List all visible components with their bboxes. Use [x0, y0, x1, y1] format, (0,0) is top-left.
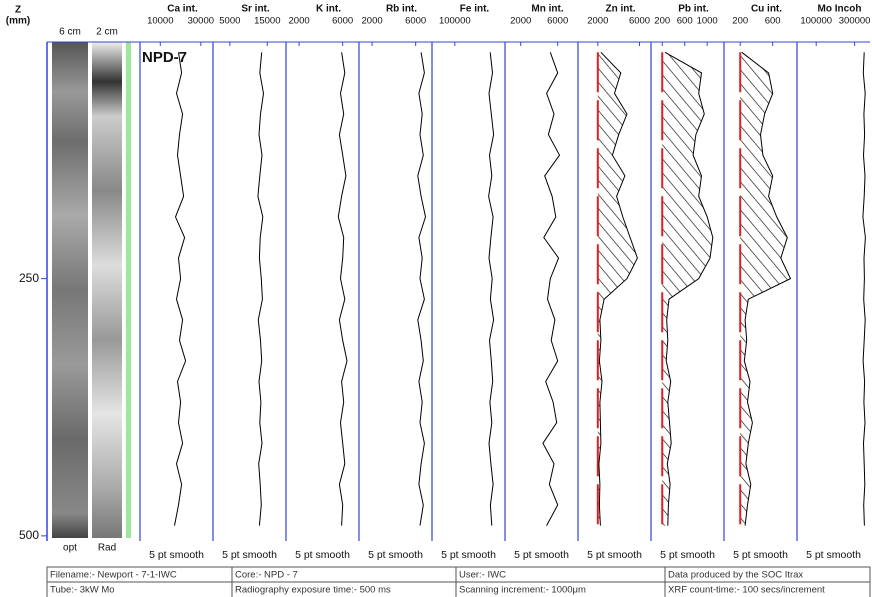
scan-bar: [126, 42, 131, 538]
footer-cell: Tube:- 3kW Mo: [50, 585, 115, 596]
x-tick-label: 2000: [587, 16, 608, 27]
footer-cell: Data produced by the SOC Itrax: [668, 570, 803, 581]
image-label: Rad: [98, 543, 116, 554]
data-line: [174, 52, 187, 526]
panel-title: Zn int.: [606, 4, 636, 15]
scale-label: 6 cm: [59, 27, 81, 38]
x-tick-label: 200: [732, 16, 748, 27]
x-tick-label: 600: [677, 16, 693, 27]
panel-title: Rb int.: [386, 4, 417, 15]
depth-tick-label: 500: [19, 528, 39, 542]
x-tick-label: 1000: [697, 16, 718, 27]
panel-title: Cu int.: [751, 4, 782, 15]
x-tick-label: 5000: [219, 16, 240, 27]
data-line: [664, 51, 714, 526]
panel-note: 5 pt smooth: [368, 549, 423, 561]
x-tick-label: 15000: [254, 16, 280, 27]
data-line: [862, 52, 866, 526]
panel-title: Mo Incoh: [818, 4, 862, 15]
x-tick-label: 2000: [362, 16, 383, 27]
x-tick-label: 10000: [147, 16, 173, 27]
x-tick-label: 600: [765, 16, 781, 27]
footer-table: [46, 566, 871, 597]
optical-core-image: [52, 42, 88, 538]
footer-cell: User:- IWC: [459, 570, 506, 581]
panel-note: 5 pt smooth: [149, 549, 204, 561]
radiograph-core-image: [92, 42, 122, 538]
depth-axis-label: Z: [15, 5, 21, 16]
x-tick-label: 100000: [800, 16, 832, 27]
panel-note: 5 pt smooth: [806, 549, 861, 561]
panel-note: 5 pt smooth: [587, 549, 642, 561]
image-label: opt: [63, 543, 77, 554]
x-tick-label: 6000: [629, 16, 650, 27]
panel-note: 5 pt smooth: [441, 549, 496, 561]
x-tick-label: 2000: [510, 16, 531, 27]
x-tick-label: 30000: [188, 16, 214, 27]
footer-cell: XRF count-time:- 100 secs/increment: [668, 585, 825, 596]
panel-title: Sr int.: [241, 4, 270, 15]
x-tick-label: 200: [654, 16, 670, 27]
x-tick-label: 2000: [289, 16, 310, 27]
x-tick-label: 6000: [547, 16, 568, 27]
depth-axis-label: (mm): [6, 16, 30, 27]
depth-tick-label: 250: [19, 271, 39, 285]
data-line: [257, 52, 265, 526]
x-tick-label: 300000: [839, 16, 871, 27]
data-line: [542, 52, 561, 526]
data-line: [741, 51, 792, 526]
panel-title: Ca int.: [167, 4, 198, 15]
panel-title: Mn int.: [531, 4, 563, 15]
data-line: [337, 52, 348, 526]
x-tick-label: 6000: [405, 16, 426, 27]
hatched-area: [662, 52, 713, 526]
hatched-area: [740, 52, 791, 526]
panel-note: 5 pt smooth: [295, 549, 350, 561]
annotation: NPD-7: [142, 49, 187, 66]
hatched-area: [597, 52, 638, 526]
panel-note: 5 pt smooth: [660, 549, 715, 561]
scale-label: 2 cm: [96, 27, 118, 38]
data-line: [598, 51, 638, 526]
footer-cell: Radiography exposure time:- 500 ms: [235, 585, 391, 596]
data-line: [417, 52, 427, 526]
panel-note: 5 pt smooth: [733, 549, 788, 561]
data-line: [488, 52, 495, 526]
panel-title: Fe int.: [460, 4, 490, 15]
footer-cell: Filename:- Newport - 7-1-IWC: [50, 570, 177, 581]
footer-cell: Core:- NPD - 7: [235, 570, 298, 581]
panel-title: Pb int.: [678, 4, 709, 15]
panel-note: 5 pt smooth: [222, 549, 277, 561]
x-tick-label: 100000: [439, 16, 471, 27]
x-tick-label: 6000: [332, 16, 353, 27]
panel-title: K int.: [316, 4, 341, 15]
footer-cell: Scanning increment:- 1000μm: [459, 585, 586, 596]
panel-note: 5 pt smooth: [514, 549, 569, 561]
